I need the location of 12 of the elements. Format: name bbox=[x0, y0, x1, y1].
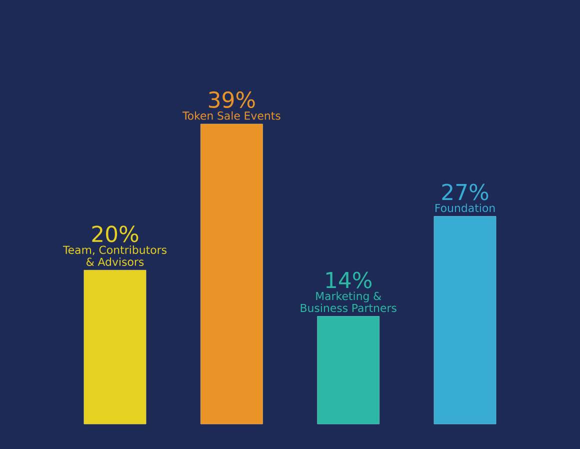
x-tick-label: Marketing & Business Partners bbox=[300, 292, 396, 312]
x-tick-label: Team, Contributors & Advisors bbox=[62, 246, 166, 266]
bar bbox=[200, 124, 263, 424]
bar bbox=[317, 316, 380, 424]
bar bbox=[84, 270, 146, 424]
data-label: 27% bbox=[442, 184, 488, 200]
bar bbox=[434, 216, 496, 424]
x-tick-label: Foundation bbox=[435, 204, 495, 212]
data-label: 39% bbox=[208, 91, 255, 108]
data-label: 20% bbox=[92, 226, 138, 242]
data-label: 14% bbox=[326, 272, 372, 288]
x-tick-label: Token Sale Events bbox=[182, 111, 280, 120]
